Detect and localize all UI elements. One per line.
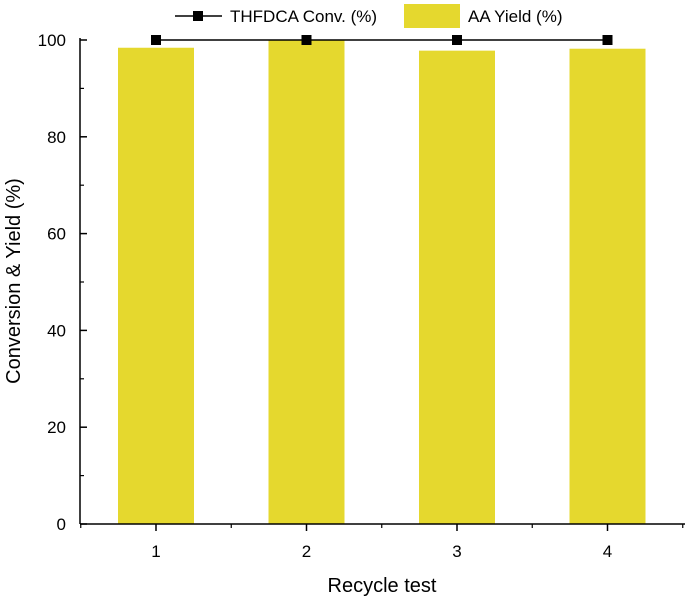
y-axis-title: Conversion & Yield (%) bbox=[3, 178, 25, 384]
x-tick-label-3: 3 bbox=[452, 542, 461, 561]
x-tick-label-2: 2 bbox=[302, 542, 311, 561]
marker-group bbox=[151, 35, 613, 45]
marker-conversion-4 bbox=[602, 35, 613, 45]
x-ticks: 1 2 3 4 bbox=[80, 524, 684, 561]
x-tick-label-4: 4 bbox=[603, 542, 612, 561]
y-tick-label-80: 80 bbox=[47, 128, 66, 147]
bar-aa-yield-1 bbox=[118, 47, 194, 525]
marker-conversion-3 bbox=[452, 35, 462, 45]
y-tick-label-20: 20 bbox=[47, 418, 66, 437]
bar-aa-yield-2 bbox=[268, 40, 345, 524]
y-tick-label-0: 0 bbox=[57, 515, 66, 534]
bar-aa-yield-4 bbox=[569, 48, 646, 524]
legend-bar-swatch bbox=[404, 4, 460, 28]
marker-conversion-1 bbox=[151, 35, 161, 45]
y-tick-label-60: 60 bbox=[47, 225, 66, 244]
marker-conversion-2 bbox=[301, 35, 312, 45]
axes bbox=[79, 38, 685, 525]
x-axis-title: Recycle test bbox=[328, 575, 437, 597]
y-tick-label-100: 100 bbox=[38, 31, 66, 50]
bar-aa-yield-3 bbox=[419, 50, 495, 524]
legend-yield-label: AA Yield (%) bbox=[468, 7, 563, 26]
y-tick-label-40: 40 bbox=[47, 321, 66, 340]
legend: THFDCA Conv. (%) AA Yield (%) bbox=[175, 4, 563, 28]
legend-square-marker bbox=[193, 11, 203, 21]
y-ticks: 0 20 40 60 80 100 bbox=[38, 31, 87, 534]
legend-conversion-label: THFDCA Conv. (%) bbox=[230, 7, 377, 26]
x-tick-label-1: 1 bbox=[151, 542, 160, 561]
bar-group bbox=[118, 40, 646, 525]
